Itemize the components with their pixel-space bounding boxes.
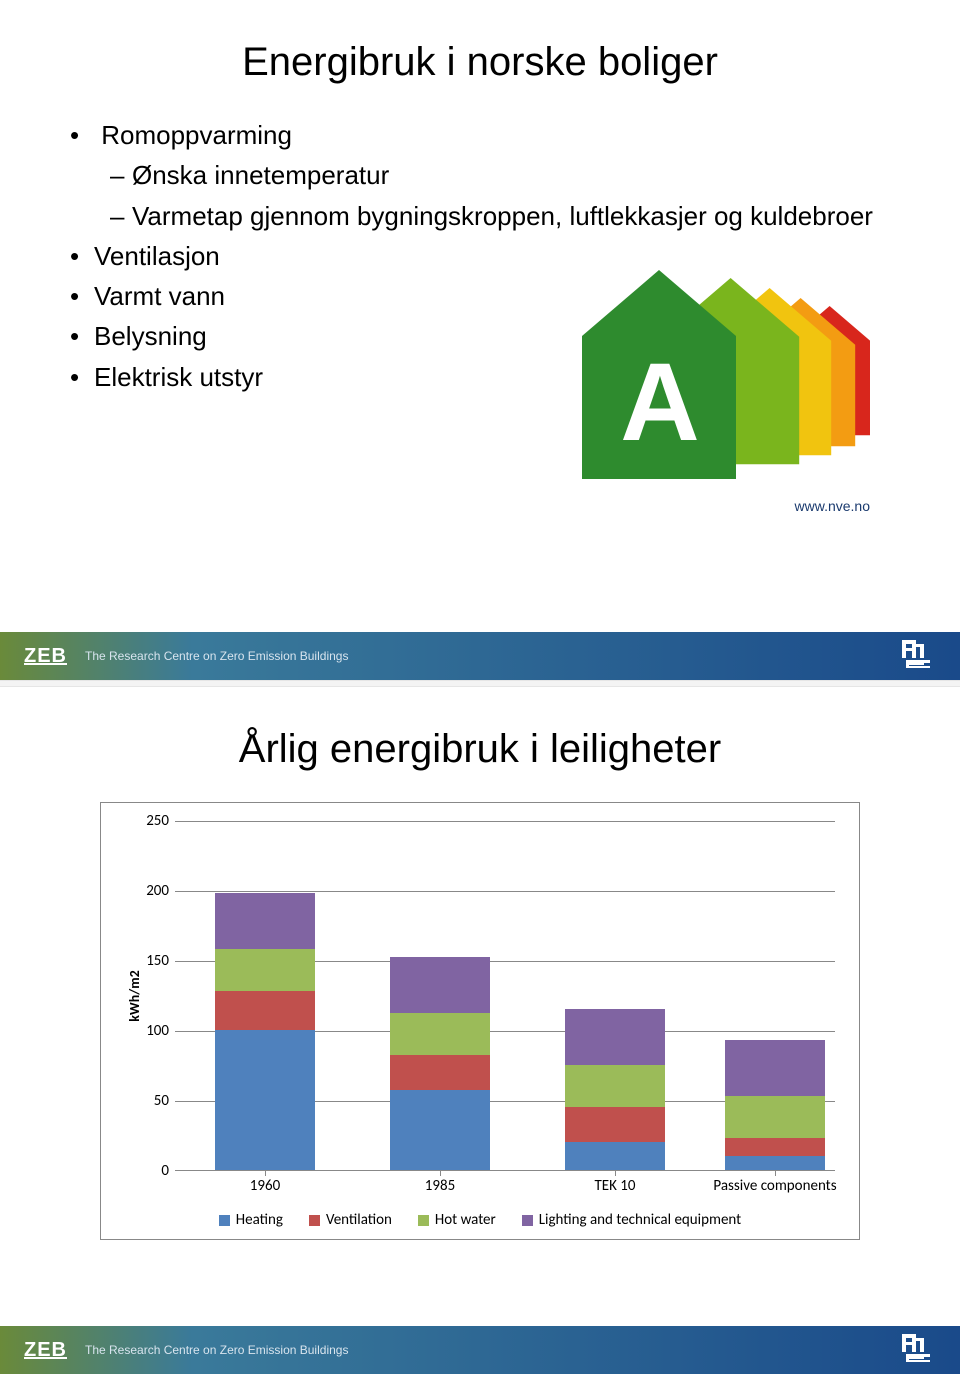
footer-bar: ZEB The Research Centre on Zero Emission…: [0, 632, 960, 680]
y-tick-label: 50: [129, 1092, 169, 1110]
bar-segment: [390, 957, 490, 1013]
bar-segment: [565, 1065, 665, 1107]
energy-rating-icon: A: [570, 270, 870, 490]
y-ticks: 050100150200250: [129, 821, 169, 1171]
bar-segment: [725, 1096, 825, 1138]
sub-list: Ønska innetemperatur Varmetap gjennom by…: [110, 155, 890, 236]
slide-divider: [0, 680, 960, 687]
legend-swatch: [309, 1215, 320, 1226]
x-tick-mark: [440, 1170, 441, 1176]
legend-item: Heating: [219, 1211, 283, 1229]
x-axis-label: 1985: [425, 1177, 455, 1195]
legend-item: Lighting and technical equipment: [522, 1211, 741, 1229]
slide-2: Årlig energibruk i leiligheter kWh/m2 05…: [0, 687, 960, 1374]
bar-1960: [215, 893, 315, 1170]
legend-swatch: [522, 1215, 533, 1226]
bar-segment: [215, 1030, 315, 1170]
sub-bullet: Ønska innetemperatur: [110, 155, 890, 195]
legend-label: Hot water: [435, 1211, 496, 1229]
y-tick-label: 200: [129, 882, 169, 900]
legend-label: Lighting and technical equipment: [539, 1211, 741, 1229]
bar-segment: [725, 1040, 825, 1096]
bar-segment: [565, 1009, 665, 1065]
x-axis-labels: 1960 1985 TEK 10 Passive components: [175, 1177, 835, 1201]
slide1-title: Energibruk i norske boliger: [0, 40, 960, 85]
x-tick-mark: [265, 1170, 266, 1176]
slide-1: Energibruk i norske boliger Romoppvarmin…: [0, 0, 960, 680]
bar-passive-components: [725, 1040, 825, 1170]
plot-area: [175, 821, 835, 1171]
footer-tagline: The Research Centre on Zero Emission Bui…: [85, 1343, 348, 1357]
x-tick-mark: [615, 1170, 616, 1176]
bullet-text: Romoppvarming: [101, 120, 292, 150]
sub-bullet: Varmetap gjennom bygningskroppen, luftle…: [110, 196, 890, 236]
legend-item: Ventilation: [309, 1211, 392, 1229]
bar-segment: [725, 1156, 825, 1170]
legend-label: Ventilation: [326, 1211, 392, 1229]
y-tick-label: 0: [129, 1162, 169, 1180]
y-tick-label: 100: [129, 1022, 169, 1040]
x-tick-mark: [775, 1170, 776, 1176]
bar-segment: [565, 1107, 665, 1142]
zeb-logo: ZEB: [24, 1339, 67, 1362]
slide2-title: Årlig energibruk i leiligheter: [0, 727, 960, 772]
bar-segment: [215, 893, 315, 949]
legend-label: Heating: [236, 1211, 283, 1229]
energy-rating-letter: A: [620, 341, 699, 464]
bar-segment: [390, 1055, 490, 1090]
bar-1985: [390, 957, 490, 1170]
legend-swatch: [418, 1215, 429, 1226]
bar-segment: [390, 1090, 490, 1170]
bar-segment: [215, 991, 315, 1030]
x-axis-label: TEK 10: [594, 1177, 635, 1195]
bar-segment: [565, 1142, 665, 1170]
footer-left: ZEB The Research Centre on Zero Emission…: [24, 1339, 348, 1362]
footer-tagline: The Research Centre on Zero Emission Bui…: [85, 649, 348, 663]
legend-swatch: [219, 1215, 230, 1226]
grid-line: [175, 821, 835, 822]
bar-tek-10: [565, 1009, 665, 1170]
source-link[interactable]: www.nve.no: [795, 498, 870, 514]
fme-logo-icon: [896, 638, 936, 675]
fme-logo-icon: [896, 1332, 936, 1369]
legend: Heating Ventilation Hot water Lighting and …: [115, 1211, 845, 1229]
y-tick-label: 150: [129, 952, 169, 970]
legend-item: Hot water: [418, 1211, 496, 1229]
y-axis: kWh/m2 050100150200250: [115, 821, 175, 1171]
bullet-romoppvarming: Romoppvarming Ønska innetemperatur Varme…: [70, 115, 890, 236]
y-tick-label: 250: [129, 812, 169, 830]
x-axis-label: 1960: [250, 1177, 280, 1195]
zeb-logo: ZEB: [24, 645, 67, 668]
bar-segment: [725, 1138, 825, 1156]
x-axis-label: Passive components: [713, 1177, 836, 1195]
bar-segment: [390, 1013, 490, 1055]
footer-left: ZEB The Research Centre on Zero Emission…: [24, 645, 348, 668]
chart-container: kWh/m2 050100150200250 19601985TEK 10Pas…: [100, 802, 860, 1240]
bar-segment: [215, 949, 315, 991]
